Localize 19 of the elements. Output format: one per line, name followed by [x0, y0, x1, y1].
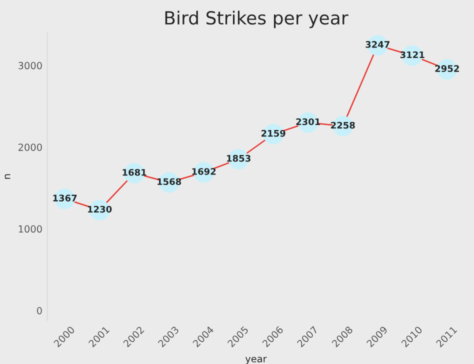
- data-label: 1568: [158, 178, 182, 186]
- y-tick-label: 0: [36, 306, 42, 314]
- y-tick-label: 1000: [18, 225, 42, 233]
- data-label: 1853: [227, 154, 250, 162]
- data-label: 2952: [435, 65, 459, 72]
- data-label: 1367: [53, 194, 77, 202]
- data-label: 3121: [400, 51, 424, 58]
- y-tick-label: 2000: [18, 144, 42, 151]
- data-label: 2258: [331, 122, 355, 129]
- data-label: 2159: [261, 130, 286, 137]
- data-label: 3247: [366, 41, 390, 48]
- data-label: 1230: [88, 206, 112, 213]
- y-axis-title: n: [4, 174, 10, 179]
- x-axis-title: year: [245, 356, 267, 364]
- data-label: 1681: [122, 168, 146, 176]
- data-label: 2301: [296, 118, 320, 126]
- data-label: 1692: [192, 168, 216, 175]
- chart-title: Bird Strikes per year: [165, 10, 348, 28]
- y-tick-label: 3000: [18, 62, 42, 70]
